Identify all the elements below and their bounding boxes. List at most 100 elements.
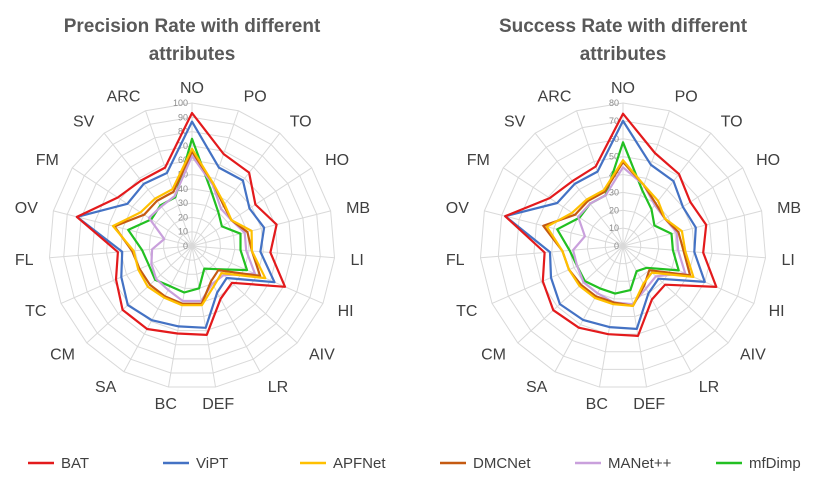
series-apfnet-line <box>545 159 695 307</box>
axis-label-li: LI <box>351 252 364 269</box>
legend-label-dmcnet: DMCNet <box>473 455 531 472</box>
axis-label-mb: MB <box>777 200 801 217</box>
legend-label-apfnet: APFNet <box>333 455 386 472</box>
tick-label: 30 <box>609 187 619 197</box>
grid-ring <box>63 116 321 374</box>
axis-label-fm: FM <box>467 152 490 169</box>
grid-ring <box>162 216 222 275</box>
axis-label-sa: SA <box>526 379 548 396</box>
grid-spoke <box>622 210 762 247</box>
tick-label: 40 <box>178 184 188 194</box>
axis-label-ov: OV <box>446 200 469 217</box>
grid-spoke <box>191 245 335 259</box>
series-vipt-line <box>504 119 706 330</box>
grid-ring <box>105 159 279 332</box>
grid-spoke <box>86 245 193 344</box>
grid-spoke <box>53 210 193 247</box>
axis-label-sv: SV <box>73 114 95 131</box>
grid-ring <box>586 209 660 282</box>
chart-title-line: attributes <box>580 44 667 65</box>
grid-spoke <box>191 110 239 247</box>
tick-label: 60 <box>178 155 188 165</box>
grid-spoke <box>191 167 312 247</box>
grid-ring <box>77 131 307 360</box>
series-vipt-line <box>75 120 276 329</box>
tick-label: 80 <box>609 98 619 108</box>
grid-spoke <box>480 245 624 259</box>
axis-label-no: NO <box>611 80 635 97</box>
grid-spoke <box>622 132 712 247</box>
axis-label-no: NO <box>180 80 204 97</box>
axis-label-cm: CM <box>50 347 75 364</box>
series-bat-line <box>75 111 287 336</box>
grid-ring <box>177 231 207 261</box>
axis-label-bc: BC <box>155 396 177 413</box>
axis-label-fm: FM <box>36 152 59 169</box>
axis-label-tc: TC <box>456 303 477 320</box>
radar-chart-1: Precision Rate with different attributes 0… <box>15 16 370 413</box>
axis-label-arc: ARC <box>538 89 572 106</box>
axis-label-ov: OV <box>15 200 38 217</box>
chart-title-line: attributes <box>149 44 236 65</box>
tick-label: 20 <box>609 205 619 215</box>
axis-label-lr: LR <box>268 379 288 396</box>
grid-ring <box>120 173 264 318</box>
legend-label-manet: MANet++ <box>608 455 672 472</box>
grid-ring <box>479 102 767 388</box>
axis-label-def: DEF <box>202 396 234 413</box>
grid-ring <box>497 120 749 370</box>
grid-spoke <box>598 245 624 388</box>
tick-label: 0 <box>183 241 188 251</box>
axis-label-ho: HO <box>325 152 349 169</box>
grid-ring <box>604 227 642 265</box>
grid-spoke <box>191 245 298 344</box>
grid-spoke <box>60 245 193 304</box>
tick-label: 70 <box>178 141 188 151</box>
axis-label-aiv: AIV <box>309 347 335 364</box>
legend-label-vipt: ViPT <box>196 455 228 472</box>
axis-label-po: PO <box>244 89 267 106</box>
axis-label-sa: SA <box>95 379 117 396</box>
series-apfnet-line <box>111 147 267 307</box>
axis-label-hi: HI <box>769 303 785 320</box>
axis-label-po: PO <box>675 89 698 106</box>
grid-spoke <box>145 110 193 247</box>
axis-label-def: DEF <box>633 396 665 413</box>
axis-label-tc: TC <box>25 303 46 320</box>
radar-chart-2: Success Rate with different attributes 0 10… <box>446 16 801 413</box>
axis-label-lr: LR <box>699 379 719 396</box>
series-bat-line <box>504 112 718 337</box>
tick-label: 70 <box>609 116 619 126</box>
axis-label-to: TO <box>290 114 312 131</box>
legend-label-mfdimp: mfDimp <box>749 455 801 472</box>
chart-title-line: Success Rate with different <box>499 16 748 37</box>
axis-label-hi: HI <box>338 303 354 320</box>
grid-spoke <box>622 245 692 373</box>
axis-label-bc: BC <box>586 396 608 413</box>
grid-spoke <box>103 132 193 247</box>
legend-label-bat: BAT <box>61 455 89 472</box>
tick-label: 50 <box>609 152 619 162</box>
grid-ring <box>515 138 731 353</box>
axis-label-sv: SV <box>504 114 526 131</box>
axis-label-mb: MB <box>346 200 370 217</box>
grid-ring <box>134 188 250 303</box>
grid-spoke <box>554 245 624 373</box>
grid-spoke <box>517 245 624 344</box>
grid-ring <box>91 145 293 346</box>
axis-label-li: LI <box>782 252 795 269</box>
grid-spoke <box>622 245 729 344</box>
grid-spoke <box>123 245 193 373</box>
chart-title-line: Precision Rate with different <box>64 16 321 37</box>
tick-label: 100 <box>173 98 188 108</box>
axis-label-cm: CM <box>481 347 506 364</box>
tick-label: 20 <box>178 212 188 222</box>
grid-spoke <box>576 110 624 247</box>
series-mfdimp-line <box>127 137 249 294</box>
grid-spoke <box>491 245 624 304</box>
grid-spoke <box>622 245 648 388</box>
grid-spoke <box>191 245 261 373</box>
legend: BAT ViPT APFNet DMCNet MANet++ mfDimp <box>28 455 801 472</box>
